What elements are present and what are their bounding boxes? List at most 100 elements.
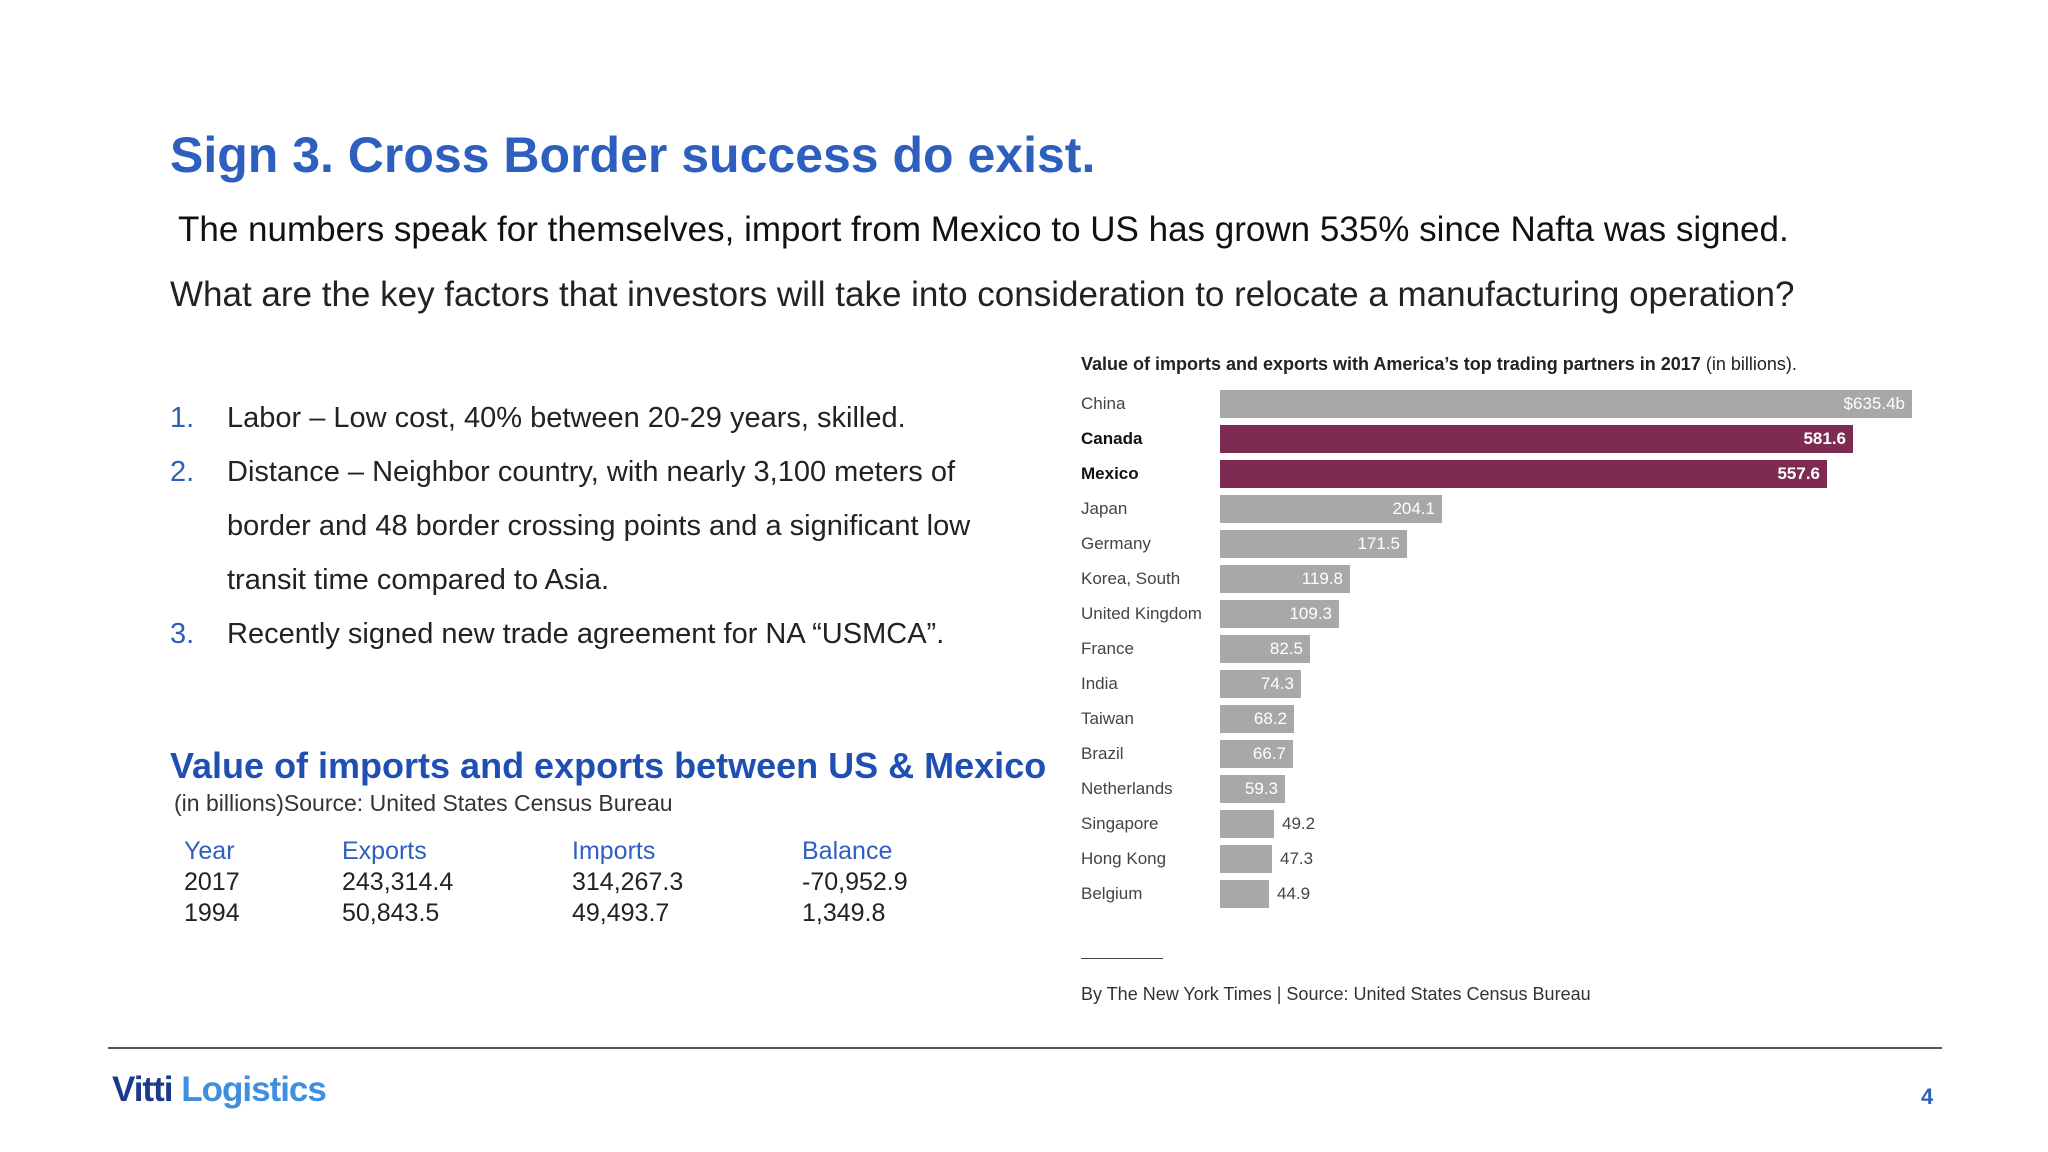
bar-singapore (1220, 810, 1274, 838)
bar-row-china: China $635.4b (1081, 390, 1961, 425)
bar-label-hong-kong: Hong Kong (1081, 849, 1167, 868)
chart-title-unit: (in billions). (1705, 354, 1797, 374)
column-header-year: Year (184, 837, 235, 865)
bar-value-hong-kong: 47.3 (1280, 849, 1314, 868)
bar-france (1220, 635, 1310, 663)
bar-label-belgium: Belgium (1081, 884, 1143, 903)
factor-text: Recently signed new trade agreement for … (227, 618, 945, 650)
factor-item: 2. Distance – Neighbor country, with nea… (170, 445, 1030, 607)
bar-row-brazil: Brazil 66.7 (1081, 740, 1961, 775)
bar-korea-south (1220, 565, 1350, 593)
bar-row-canada: Canada 581.6 (1081, 425, 1961, 460)
bar-label-netherlands: Netherlands (1081, 779, 1173, 798)
factor-text: Distance – Neighbor country, with nearly… (227, 456, 971, 596)
factor-number: 3. (170, 618, 195, 650)
bar-row-belgium: Belgium 44.9 (1081, 880, 1961, 915)
bar-value-united-kingdom: 109.3 (1289, 604, 1332, 623)
bar-label-taiwan: Taiwan (1081, 709, 1134, 728)
table-row: 2017 243,314.4 314,267.3 -70,952.9 (180, 867, 956, 898)
bar-china (1220, 390, 1912, 418)
bar-value-taiwan: 68.2 (1253, 709, 1287, 728)
bar-value-singapore: 49.2 (1282, 814, 1316, 833)
table-header-row: Year Exports Imports Balance (180, 836, 956, 867)
chart-title: Value of imports and exports with Americ… (1081, 354, 1797, 375)
bar-row-netherlands: Netherlands 59.3 (1081, 775, 1961, 810)
factor-item: 1. Labor – Low cost, 40% between 20-29 y… (170, 391, 1030, 445)
logo-word-logistics: Logistics (181, 1070, 327, 1109)
bar-label-brazil: Brazil (1081, 744, 1124, 763)
bar-value-france: 82.5 (1269, 639, 1303, 658)
bar-united-kingdom (1220, 600, 1339, 628)
bar-value-japan: 204.1 (1392, 499, 1435, 518)
bar-value-india: 74.3 (1260, 674, 1294, 693)
trade-section-title: Value of imports and exports between US … (170, 745, 1047, 786)
bar-label-canada: Canada (1081, 429, 1143, 448)
table-cell: 50,843.5 (342, 899, 440, 927)
bar-netherlands (1220, 775, 1285, 803)
bar-india (1220, 670, 1301, 698)
key-question: What are the key factors that investors … (170, 275, 1795, 314)
trade-section-note: (in billions)Source: United States Censu… (174, 790, 673, 816)
table-row: 1994 50,843.5 49,493.7 1,349.8 (180, 898, 956, 929)
trading-partners-bar-chart: China $635.4b Canada 581.6 Mexico 557.6 Japan 2… (1081, 390, 1961, 915)
bar-row-india: India 74.3 (1081, 670, 1961, 705)
bar-canada (1220, 425, 1853, 453)
bar-brazil (1220, 740, 1293, 768)
bar-label-china: China (1081, 394, 1126, 413)
bar-row-hong-kong: Hong Kong 47.3 (1081, 845, 1961, 880)
bar-value-netherlands: 59.3 (1244, 779, 1278, 798)
bar-belgium (1220, 880, 1269, 908)
footer-divider (108, 1047, 1942, 1049)
slide-title: Sign 3. Cross Border success do exist. (170, 127, 1096, 183)
logo-word-vitti: Vitti (112, 1070, 173, 1109)
bar-value-canada: 581.6 (1803, 429, 1846, 448)
bar-value-korea-south: 119.8 (1301, 569, 1343, 588)
bar-label-france: France (1081, 639, 1134, 658)
bar-row-taiwan: Taiwan 68.2 (1081, 705, 1961, 740)
bar-label-mexico: Mexico (1081, 464, 1139, 483)
column-header-imports: Imports (572, 837, 656, 865)
bar-row-united-kingdom: United Kingdom 109.3 (1081, 600, 1961, 635)
bar-hong-kong (1220, 845, 1272, 873)
page-number: 4 (1921, 1084, 1934, 1109)
table-cell: -70,952.9 (802, 868, 908, 896)
table-cell: 1,349.8 (802, 899, 886, 927)
bar-label-singapore: Singapore (1081, 814, 1159, 833)
trade-table: Year Exports Imports Balance 2017 243,31… (180, 836, 956, 929)
bar-value-germany: 171.5 (1357, 534, 1400, 553)
factor-text: Labor – Low cost, 40% between 20-29 year… (227, 402, 906, 434)
bar-row-mexico: Mexico 557.6 (1081, 460, 1961, 495)
bar-row-singapore: Singapore 49.2 (1081, 810, 1961, 845)
table-cell: 1994 (184, 899, 240, 927)
table-cell: 243,314.4 (342, 868, 454, 896)
bar-value-belgium: 44.9 (1277, 884, 1311, 903)
factor-number: 1. (170, 402, 195, 434)
bar-japan (1220, 495, 1442, 523)
bar-label-germany: Germany (1081, 534, 1151, 553)
factor-item: 3. Recently signed new trade agreement f… (170, 607, 1030, 661)
chart-credit: By The New York Times | Source: United S… (1081, 984, 1591, 1004)
slide-subtitle: The numbers speak for themselves, import… (178, 210, 1789, 249)
bar-row-japan: Japan 204.1 (1081, 495, 1961, 530)
bar-label-japan: Japan (1081, 499, 1128, 518)
column-header-balance: Balance (802, 837, 893, 865)
company-logo: Vitti Logistics (112, 1070, 327, 1110)
factors-list: 1. Labor – Low cost, 40% between 20-29 y… (170, 391, 1030, 661)
bar-germany (1220, 530, 1407, 558)
table-cell: 49,493.7 (572, 899, 670, 927)
table-cell: 314,267.3 (572, 868, 684, 896)
bar-row-germany: Germany 171.5 (1081, 530, 1961, 565)
bar-label-united-kingdom: United Kingdom (1081, 604, 1202, 623)
chart-credit-divider (1081, 958, 1163, 959)
bar-label-india: India (1081, 674, 1118, 693)
bar-label-korea-south: Korea, South (1081, 569, 1181, 588)
bar-row-korea-south: Korea, South 119.8 (1081, 565, 1961, 600)
bar-taiwan (1220, 705, 1294, 733)
bar-value-mexico: 557.6 (1777, 464, 1820, 483)
table-cell: 2017 (184, 868, 240, 896)
bar-row-france: France 82.5 (1081, 635, 1961, 670)
bar-mexico (1220, 460, 1827, 488)
column-header-exports: Exports (342, 837, 427, 865)
factor-number: 2. (170, 456, 195, 488)
bar-value-brazil: 66.7 (1252, 744, 1286, 763)
